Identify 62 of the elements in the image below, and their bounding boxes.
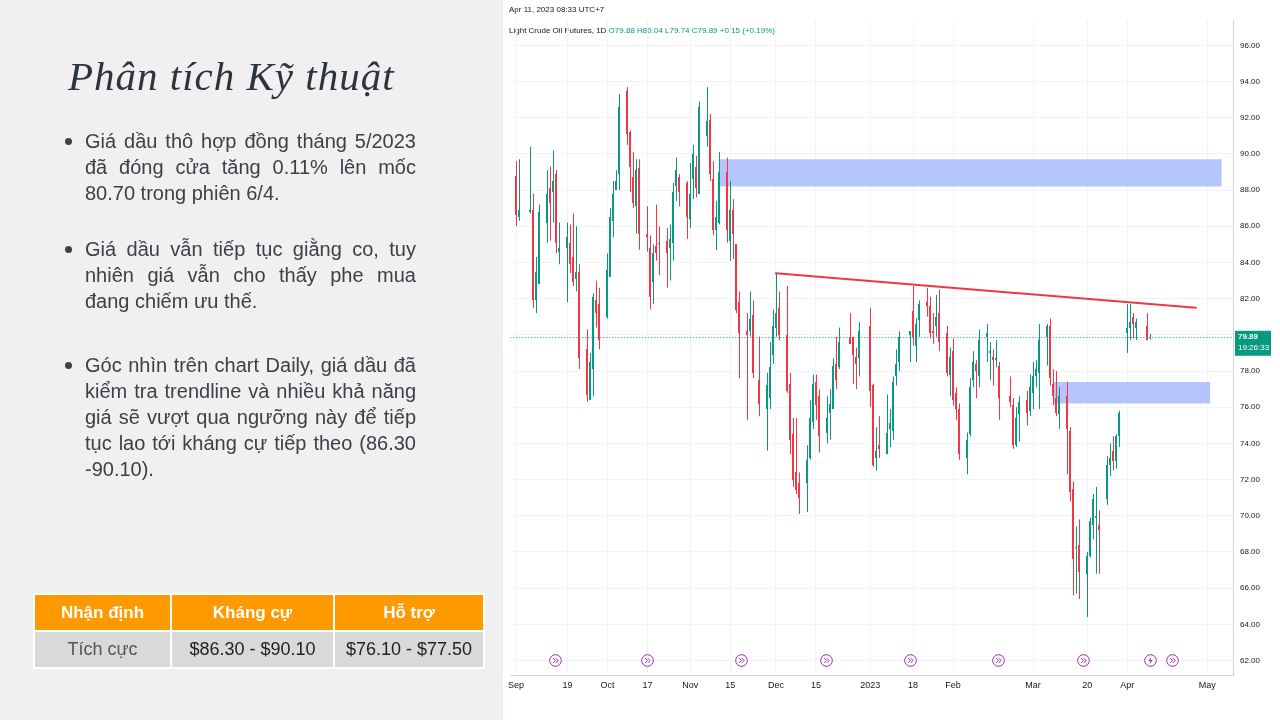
ref-line-label: 79.89 19:26:33 bbox=[1238, 332, 1270, 353]
x-tick-label: May bbox=[1198, 679, 1217, 690]
y-tick-label: 90.00 bbox=[1240, 149, 1261, 159]
y-tick-label: 74.00 bbox=[1240, 438, 1261, 448]
x-tick-label: Feb bbox=[945, 679, 961, 690]
candlestick bbox=[529, 146, 531, 215]
x-tick-label: 15 bbox=[725, 679, 736, 690]
text: Giá dầu vẫn tiếp tục giằng co, tuy nhiên giá vẫn cho thấy phe mua đang chiếm ưu thế. bbox=[85, 237, 416, 314]
candlestick bbox=[992, 348, 994, 386]
y-tick-label: 68.00 bbox=[1240, 547, 1261, 557]
candlestick bbox=[1132, 312, 1134, 339]
candlestick bbox=[558, 222, 560, 265]
y-tick-label: 94.00 bbox=[1240, 76, 1261, 86]
candlestick bbox=[875, 426, 877, 472]
y-tick-label: 86.00 bbox=[1240, 221, 1261, 231]
candlestick bbox=[552, 149, 554, 224]
y-tick-label: 62.00 bbox=[1240, 655, 1261, 665]
text: $86.30 - $90.10 bbox=[189, 639, 316, 659]
x-tick-label: Apr bbox=[1120, 679, 1135, 690]
candlestick bbox=[746, 312, 748, 421]
candlestick bbox=[1075, 526, 1077, 595]
y-tick-label: 82.00 bbox=[1240, 293, 1261, 303]
text: Góc nhìn trên chart Daily, giá dầu đã kiểm tra trendline và nhiều khả năng giá sẽ vượt qua ngưỡng này để tiếp tục lao tới kháng cự tiếp theo (86.30 -90.10). bbox=[85, 353, 416, 482]
candlestick bbox=[518, 158, 520, 222]
candlestick bbox=[566, 222, 568, 303]
y-tick-label: 96.00 bbox=[1240, 40, 1261, 50]
candlestick bbox=[986, 323, 988, 363]
text: Giá dầu thô hợp đồng tháng 5/2023 đã đóng cửa tăng 0.11% lên mốc 80.70 trong phiên 6/4. bbox=[85, 129, 416, 206]
y-tick-label: 72.00 bbox=[1240, 474, 1261, 484]
x-tick-label: Nov bbox=[682, 679, 699, 690]
candlestick bbox=[655, 204, 657, 262]
x-tick-label: 17 bbox=[642, 679, 653, 690]
candlestick bbox=[855, 347, 857, 390]
candlestick bbox=[1098, 509, 1100, 575]
candlestick bbox=[995, 339, 997, 368]
x-tick-label: 19 bbox=[562, 679, 573, 690]
candlestick bbox=[878, 415, 880, 459]
category-label: Hỗ trợ bbox=[334, 594, 484, 631]
x-tick-label: Oct bbox=[600, 679, 615, 690]
y-tick-label: 76.00 bbox=[1240, 402, 1261, 412]
x-tick-label: Mar bbox=[1025, 679, 1041, 690]
text: Tích cực bbox=[67, 639, 138, 659]
text: $76.10 - $77.50 bbox=[345, 639, 473, 659]
category-label: Kháng cự bbox=[171, 594, 334, 631]
y-tick-label: 88.00 bbox=[1240, 185, 1261, 195]
y-tick-label: 84.00 bbox=[1240, 257, 1261, 267]
y-tick-label: 64.00 bbox=[1240, 619, 1261, 629]
text: Apr 11, 2023 08:33 UTC+7 bbox=[509, 5, 605, 15]
x-tick-label: 18 bbox=[908, 679, 919, 690]
x-tick-label: 2023 bbox=[860, 679, 881, 690]
x-tick-label: Dec bbox=[767, 679, 785, 690]
x-tick-label: Sep bbox=[508, 679, 525, 690]
candlestick bbox=[575, 225, 577, 292]
text: Phân tích Kỹ thuật bbox=[68, 52, 395, 101]
y-tick-label: 66.00 bbox=[1240, 583, 1261, 593]
x-tick-label: 15 bbox=[810, 679, 821, 690]
y-tick-label: 92.00 bbox=[1240, 112, 1261, 122]
text: O79.88 H80.04 L79.74 C79.89 +0.15 (+0.19%) bbox=[607, 26, 775, 35]
y-tick-label: 78.00 bbox=[1240, 366, 1261, 376]
category-label: Nhận định bbox=[34, 594, 171, 631]
x-tick-label: 20 bbox=[1082, 679, 1093, 690]
y-tick-label: 70.00 bbox=[1240, 510, 1261, 520]
